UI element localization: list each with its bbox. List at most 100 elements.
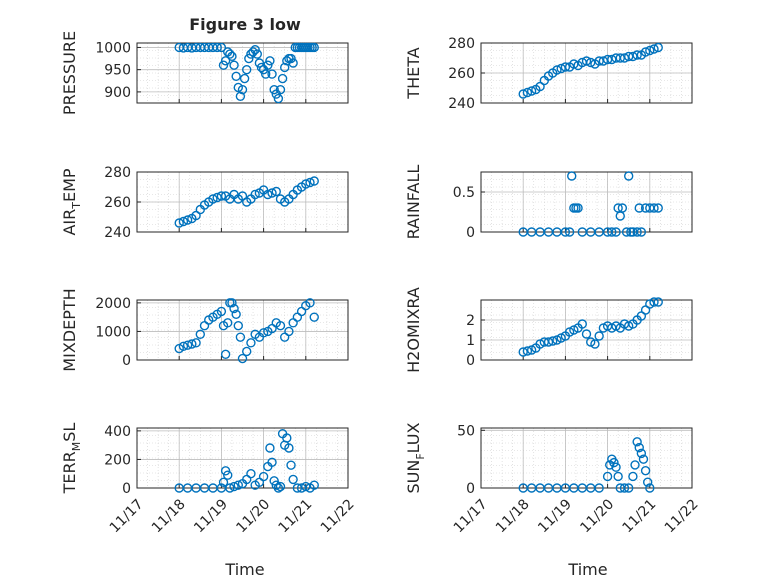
data-point bbox=[577, 319, 587, 329]
data-point bbox=[216, 306, 227, 317]
data-point bbox=[261, 69, 271, 79]
data-point bbox=[552, 65, 562, 75]
data-point bbox=[628, 471, 638, 482]
x-tick-label: 11/19 bbox=[535, 496, 575, 536]
data-point bbox=[271, 480, 281, 490]
data-point bbox=[250, 189, 260, 200]
y-tick-label: 280 bbox=[104, 165, 131, 181]
subplot-2: 240 260 280 THETA bbox=[404, 36, 693, 112]
x-tick-label: 11/21 bbox=[276, 496, 316, 536]
data-point bbox=[581, 56, 592, 66]
y-tick-label: 1000 bbox=[95, 40, 131, 56]
x-tick-label: 11/17 bbox=[107, 496, 147, 536]
data-point bbox=[645, 45, 655, 56]
data-point bbox=[573, 203, 583, 213]
y-axis-label: SUNFLUX bbox=[404, 422, 427, 493]
y-axis-label-main: PRESSURE bbox=[60, 31, 79, 115]
y-axis-label-main: THETA bbox=[404, 47, 423, 99]
axes-frame bbox=[480, 299, 693, 361]
data-point bbox=[640, 465, 651, 476]
y-tick-label: 1 bbox=[466, 333, 475, 349]
subplot-5: 0 1000 2000 MIXDEPTH bbox=[60, 288, 349, 372]
y-tick-label: 950 bbox=[104, 63, 131, 79]
data-point bbox=[607, 227, 617, 237]
data-point bbox=[613, 471, 623, 482]
y-axis-label-rest: SL bbox=[60, 423, 79, 442]
x-tick-label: 11/19 bbox=[191, 496, 231, 536]
data-point bbox=[636, 448, 647, 459]
y-axis-label: MIXDEPTH bbox=[60, 288, 79, 371]
data-point bbox=[237, 353, 248, 364]
data-point bbox=[653, 297, 663, 307]
data-point bbox=[227, 51, 237, 62]
data-point bbox=[567, 171, 577, 181]
data-point bbox=[242, 64, 252, 75]
y-axis-label-main: RAINFALL bbox=[404, 165, 423, 240]
data-point bbox=[609, 457, 619, 468]
x-tick-label: 11/18 bbox=[493, 496, 533, 536]
data-point bbox=[235, 332, 246, 342]
data-point bbox=[286, 460, 296, 470]
data-point bbox=[233, 321, 243, 331]
data-point bbox=[178, 216, 189, 227]
data-point bbox=[229, 481, 239, 492]
data-point bbox=[649, 203, 659, 213]
y-tick-label: 260 bbox=[448, 66, 475, 82]
data-point bbox=[225, 483, 235, 493]
data-point bbox=[284, 443, 294, 453]
data-point bbox=[649, 297, 659, 307]
y-axis-label-main: AIR bbox=[60, 209, 79, 236]
y-axis-label: RAINFALL bbox=[404, 165, 423, 240]
data-point bbox=[309, 42, 319, 53]
data-point bbox=[309, 480, 319, 490]
data-point bbox=[231, 71, 241, 82]
data-point bbox=[309, 176, 319, 186]
data-point bbox=[642, 477, 653, 487]
x-tick-label: 11/17 bbox=[451, 496, 491, 536]
y-axis-label: H2OMIXRA bbox=[404, 287, 423, 373]
data-point bbox=[220, 56, 231, 66]
y-tick-label: 2 bbox=[466, 313, 475, 329]
data-point bbox=[216, 191, 227, 201]
data-point bbox=[218, 60, 229, 70]
y-axis-label-main: MIXDEPTH bbox=[60, 288, 79, 371]
figure-title: Figure 3 low bbox=[189, 15, 301, 34]
data-point bbox=[518, 347, 528, 357]
data-point bbox=[581, 329, 592, 339]
data-point bbox=[191, 338, 201, 348]
axes-frame bbox=[136, 299, 349, 361]
y-axis-label-main: H2OMIXRA bbox=[404, 287, 423, 373]
data-point bbox=[231, 309, 241, 319]
y-tick-label: 900 bbox=[104, 85, 131, 101]
data-point bbox=[624, 483, 634, 493]
data-point bbox=[174, 218, 184, 228]
data-point bbox=[267, 457, 277, 467]
data-point bbox=[624, 171, 634, 181]
data-point bbox=[267, 188, 277, 198]
y-tick-label: 0 bbox=[122, 481, 131, 497]
data-point bbox=[195, 329, 206, 339]
data-point bbox=[288, 58, 298, 68]
data-point bbox=[282, 433, 292, 443]
x-tick-label: 11/18 bbox=[149, 496, 189, 536]
y-tick-label: 280 bbox=[448, 36, 475, 52]
data-point bbox=[252, 49, 262, 59]
data-point bbox=[218, 477, 229, 487]
y-axis-label: TERRMSL bbox=[60, 423, 83, 495]
data-point bbox=[223, 470, 233, 480]
data-point bbox=[634, 442, 644, 453]
data-point bbox=[617, 203, 628, 213]
data-point bbox=[273, 93, 284, 104]
data-point bbox=[244, 53, 254, 64]
y-axis-label-subscript: T bbox=[70, 202, 83, 210]
data-point bbox=[653, 42, 663, 53]
y-tick-label: 0.5 bbox=[453, 185, 475, 201]
data-point bbox=[590, 339, 600, 349]
data-point bbox=[621, 227, 632, 237]
data-point bbox=[630, 460, 640, 470]
data-point bbox=[208, 194, 218, 204]
subplot-1: 900 950 1000 PRESSURE bbox=[60, 31, 349, 115]
data-point bbox=[640, 47, 651, 57]
